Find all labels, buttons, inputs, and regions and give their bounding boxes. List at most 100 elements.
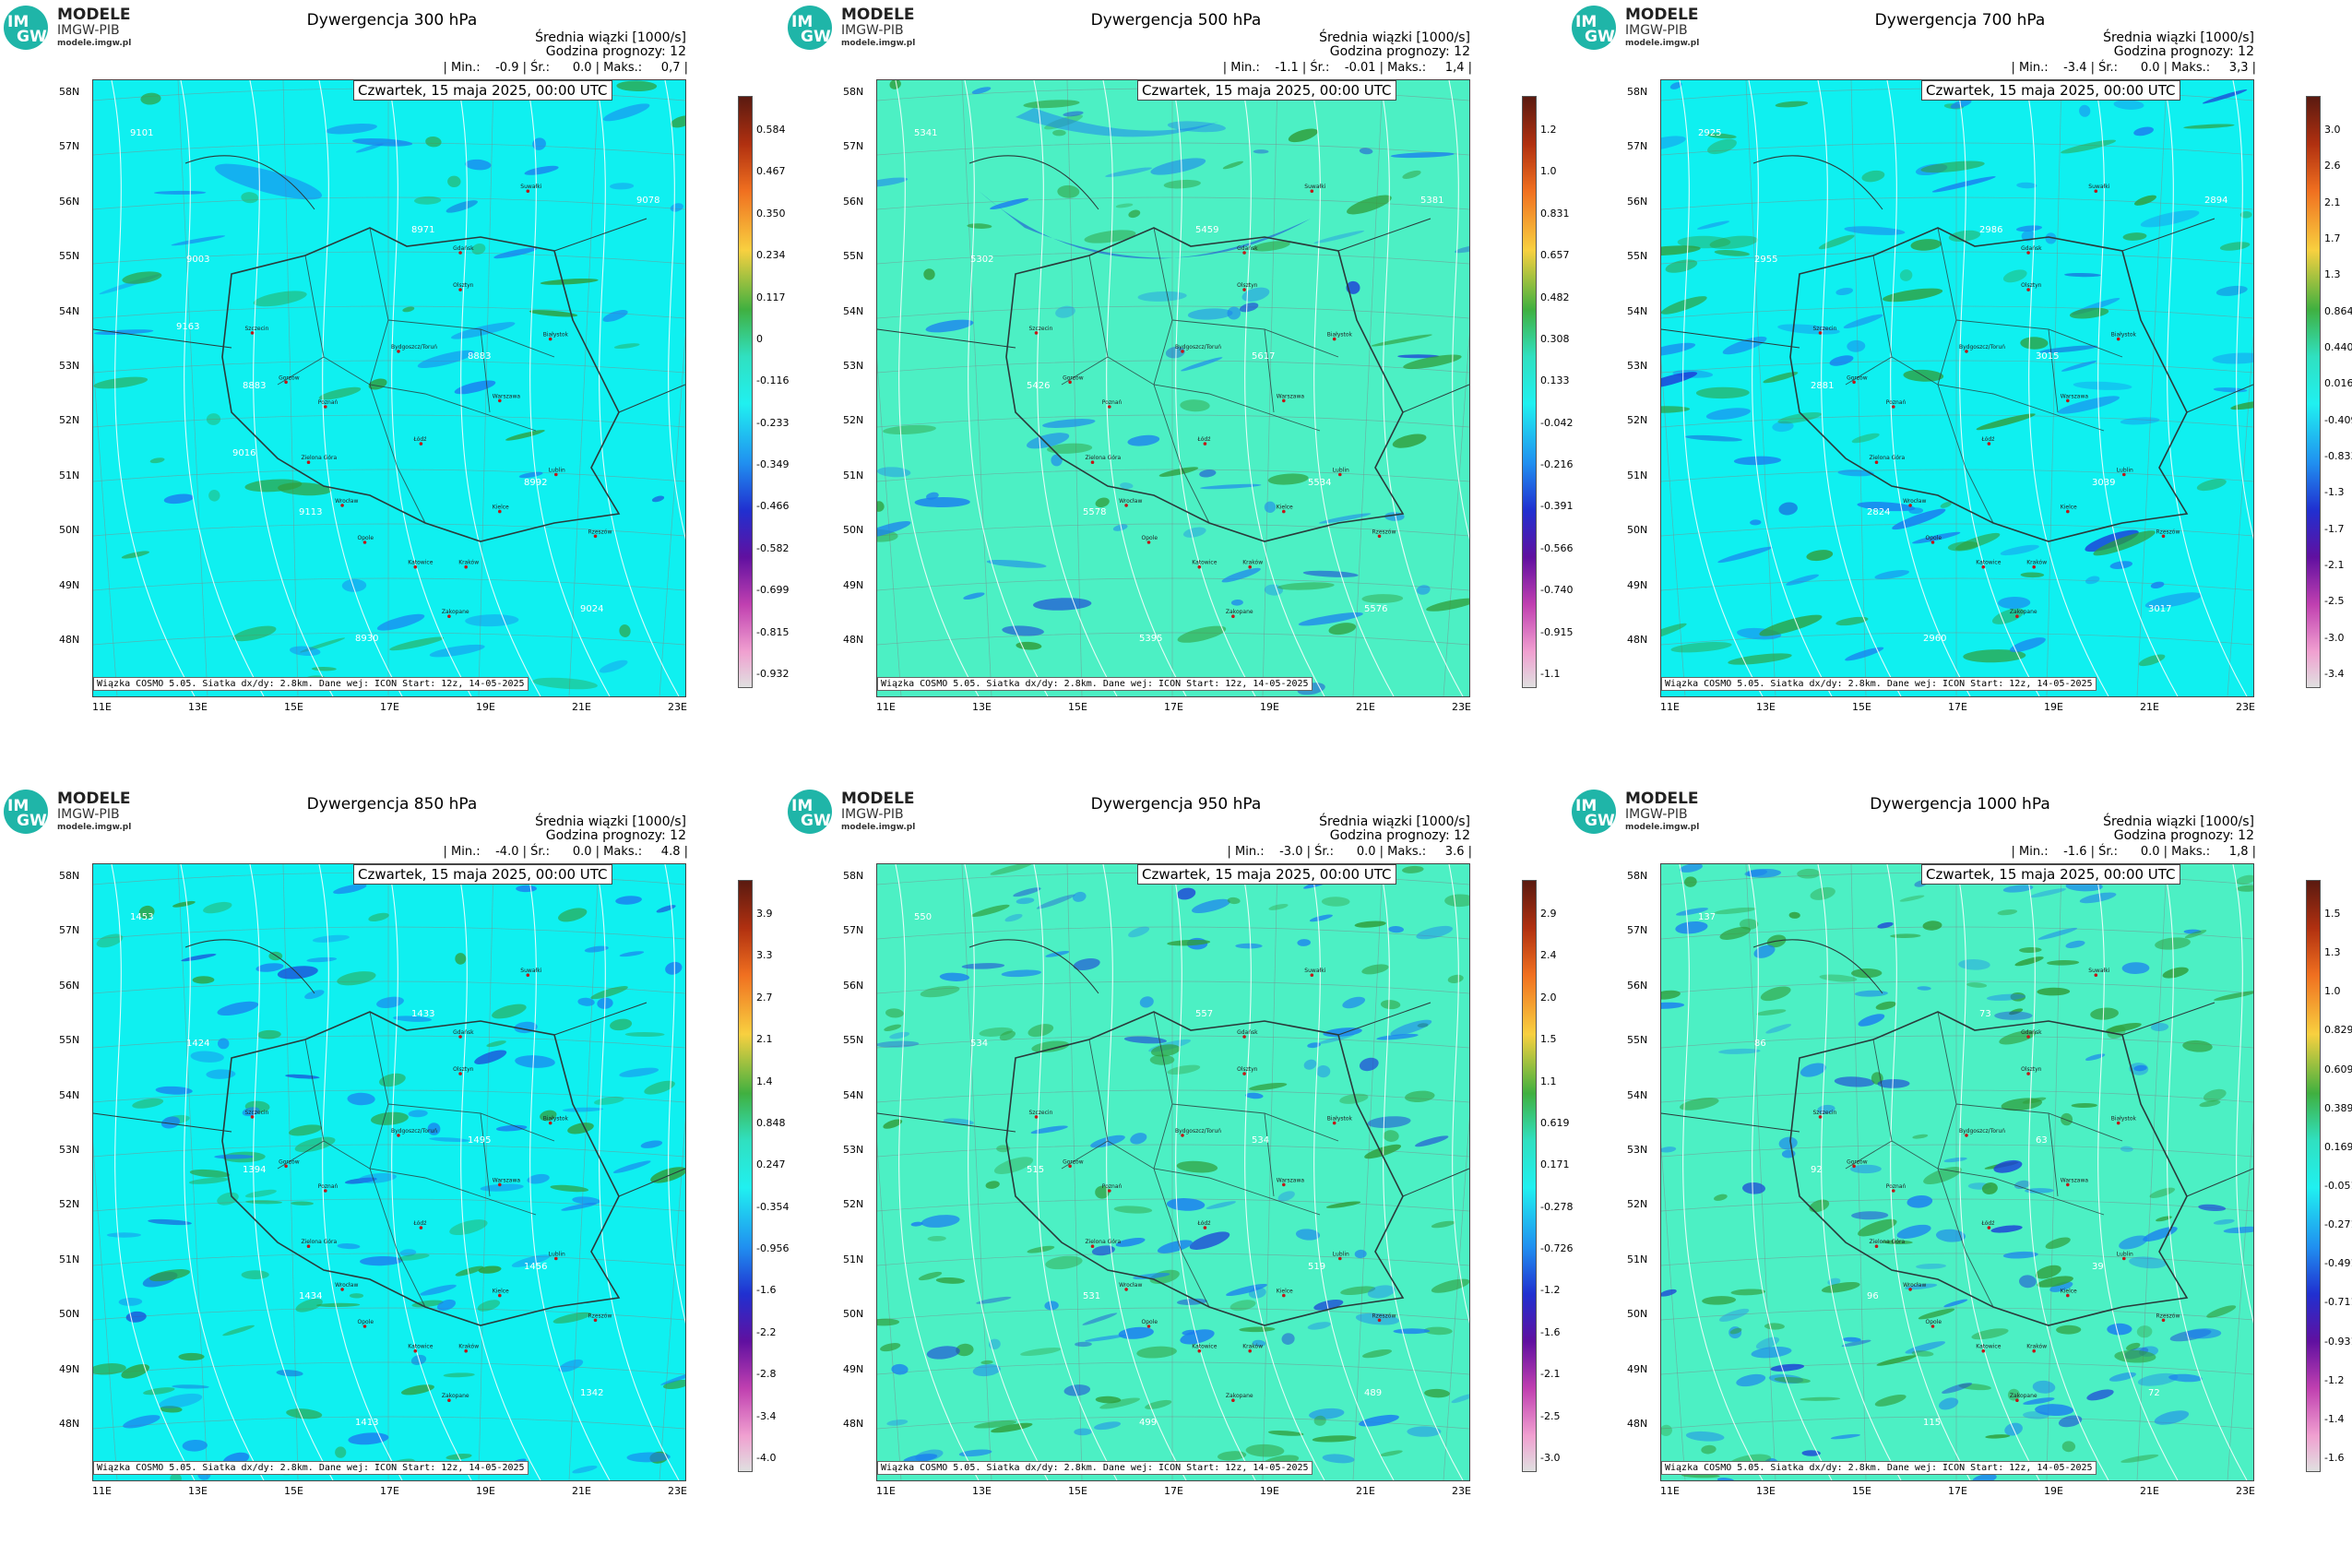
colorbar-tick: -1.2 [1540, 1284, 1561, 1297]
city-label: Kielce [493, 1289, 509, 1295]
graticule-line [1262, 864, 1278, 1480]
city-marker [1124, 1288, 1128, 1291]
city-label: Kraków [2026, 560, 2047, 566]
colorbar-tick: 2.0 [1540, 991, 1557, 1004]
city-label: Kraków [1242, 560, 1263, 566]
city-label: Katowice [1192, 560, 1217, 566]
divergence-cell [920, 985, 960, 998]
divergence-cell [1843, 314, 1883, 329]
divergence-cell [1684, 434, 1742, 442]
divergence-cell [883, 424, 936, 434]
divergence-cell [885, 1008, 904, 1018]
graticule-line [877, 142, 1469, 156]
divergence-cell [619, 951, 645, 957]
logo-badge-bottom: GW [1585, 812, 1615, 830]
divergence-cell [1661, 342, 1696, 357]
colorbar-tick: 3.9 [756, 908, 773, 920]
ensemble-info: Średnia wiązki [1000/s] Godzina prognozy:… [1319, 31, 1470, 59]
city-marker [464, 564, 469, 569]
city-label: Zielona Góra [1870, 455, 1906, 461]
graticule-line [877, 1253, 1469, 1266]
divergence-cell [1705, 408, 1751, 421]
forecast-hour-label: Godzina prognozy: 12 [1329, 828, 1470, 843]
graticule-line [93, 1416, 685, 1430]
divergence-cell [2108, 1372, 2136, 1382]
height-contour [964, 80, 1049, 696]
city-label: Gdańsk [1237, 1029, 1258, 1036]
divergence-cell [1051, 454, 1063, 467]
divergence-cell [1149, 1054, 1175, 1065]
city-label: Zakopane [1226, 609, 1253, 615]
contour-label: 1456 [524, 1262, 547, 1272]
divergence-cell [455, 1265, 484, 1277]
divergence-cell [2009, 637, 2046, 653]
city-label: Wrocław [1903, 498, 1926, 505]
stats-line: | Min.: -3.0 | Śr.: 0.0 | Maks.: 3.6 | [1227, 845, 1472, 859]
height-contour [526, 864, 611, 1480]
divergence-cell [1753, 944, 1776, 958]
colorbar-tick: -0.915 [1540, 625, 1574, 638]
city-marker [362, 1324, 367, 1328]
divergence-cell [326, 123, 377, 135]
latitude-label: 48N [1627, 1418, 1648, 1430]
colorbar-tick: 0.831 [1540, 207, 1570, 220]
model-footer: Wiązka COSMO 5.05. Siatka dx/dy: 2.8km. … [93, 1461, 529, 1475]
city-label: Zakopane [442, 1393, 469, 1399]
divergence-cell [1376, 1033, 1419, 1040]
divergence-cell [1317, 1034, 1355, 1044]
divergence-cell [132, 1098, 164, 1109]
city-marker [1124, 504, 1128, 507]
contour-label: 5534 [1308, 478, 1331, 488]
divergence-cell [2037, 987, 2071, 996]
colorbar-tick: -2.5 [2324, 595, 2345, 608]
divergence-cell [1030, 1125, 1068, 1134]
divergence-cell [918, 1271, 943, 1281]
divergence-cell [572, 1466, 598, 1474]
latitude-label: 51N [843, 469, 864, 481]
divergence-cell [1990, 1225, 2023, 1233]
contour-label: 557 [1195, 1009, 1213, 1019]
longitude-label: 15E [284, 701, 303, 713]
latitude-label: 53N [843, 1144, 864, 1156]
divergence-cell [1728, 653, 1792, 665]
divergence-cell [2020, 572, 2045, 578]
colorbar-tick: -3.4 [2324, 668, 2345, 680]
divergence-cell [590, 986, 628, 1000]
graticule-line [93, 1035, 685, 1049]
divergence-cell [2185, 1328, 2222, 1339]
forecast-hour-label: Godzina prognozy: 12 [545, 44, 686, 59]
map-svg: Gdańsk Suwałki Olsztyn Szczecin Białystok Byd… [877, 864, 1469, 1480]
contour-label: 489 [1364, 1388, 1382, 1398]
city-label: Bydgoszcz/Toruń [391, 1128, 437, 1134]
divergence-cell [1249, 1082, 1288, 1091]
divergence-cell [1392, 434, 1427, 448]
divergence-cell [125, 1311, 147, 1323]
valid-date: Czwartek, 15 maja 2025, 00:00 UTC [1137, 80, 1396, 101]
city-label: Suwałki [520, 184, 541, 190]
divergence-cell [550, 1184, 589, 1193]
imgw-logo: IM GW MODELE IMGW-PIB modele.imgw.pl [4, 788, 170, 836]
city-marker [2066, 1182, 2070, 1187]
divergence-cell [1355, 1313, 1399, 1325]
divergence-cell [1303, 1059, 1317, 1070]
divergence-cell [2129, 1256, 2167, 1269]
divergence-cell [429, 1137, 469, 1143]
divergence-cell [1736, 1373, 1766, 1387]
city-marker [1852, 380, 1856, 385]
divergence-cell [1302, 570, 1359, 577]
longitude-label: 15E [1852, 1485, 1871, 1497]
divergence-cell [1227, 306, 1241, 320]
graticule-line [177, 80, 208, 696]
city-marker [2161, 1318, 2166, 1323]
divergence-cell [2121, 962, 2150, 975]
divergence-cell [610, 1018, 633, 1031]
graticule-line [93, 469, 685, 482]
divergence-cell [360, 1255, 403, 1266]
divergence-cell [1716, 1478, 1735, 1480]
model-footer: Wiązka COSMO 5.05. Siatka dx/dy: 2.8km. … [877, 1461, 1313, 1475]
divergence-cell [1971, 1328, 2009, 1340]
divergence-cell [1044, 1301, 1059, 1311]
divergence-cell [289, 646, 321, 657]
divergence-cell [1858, 1218, 1897, 1237]
colorbar-tick: -0.711 [2324, 1296, 2352, 1309]
